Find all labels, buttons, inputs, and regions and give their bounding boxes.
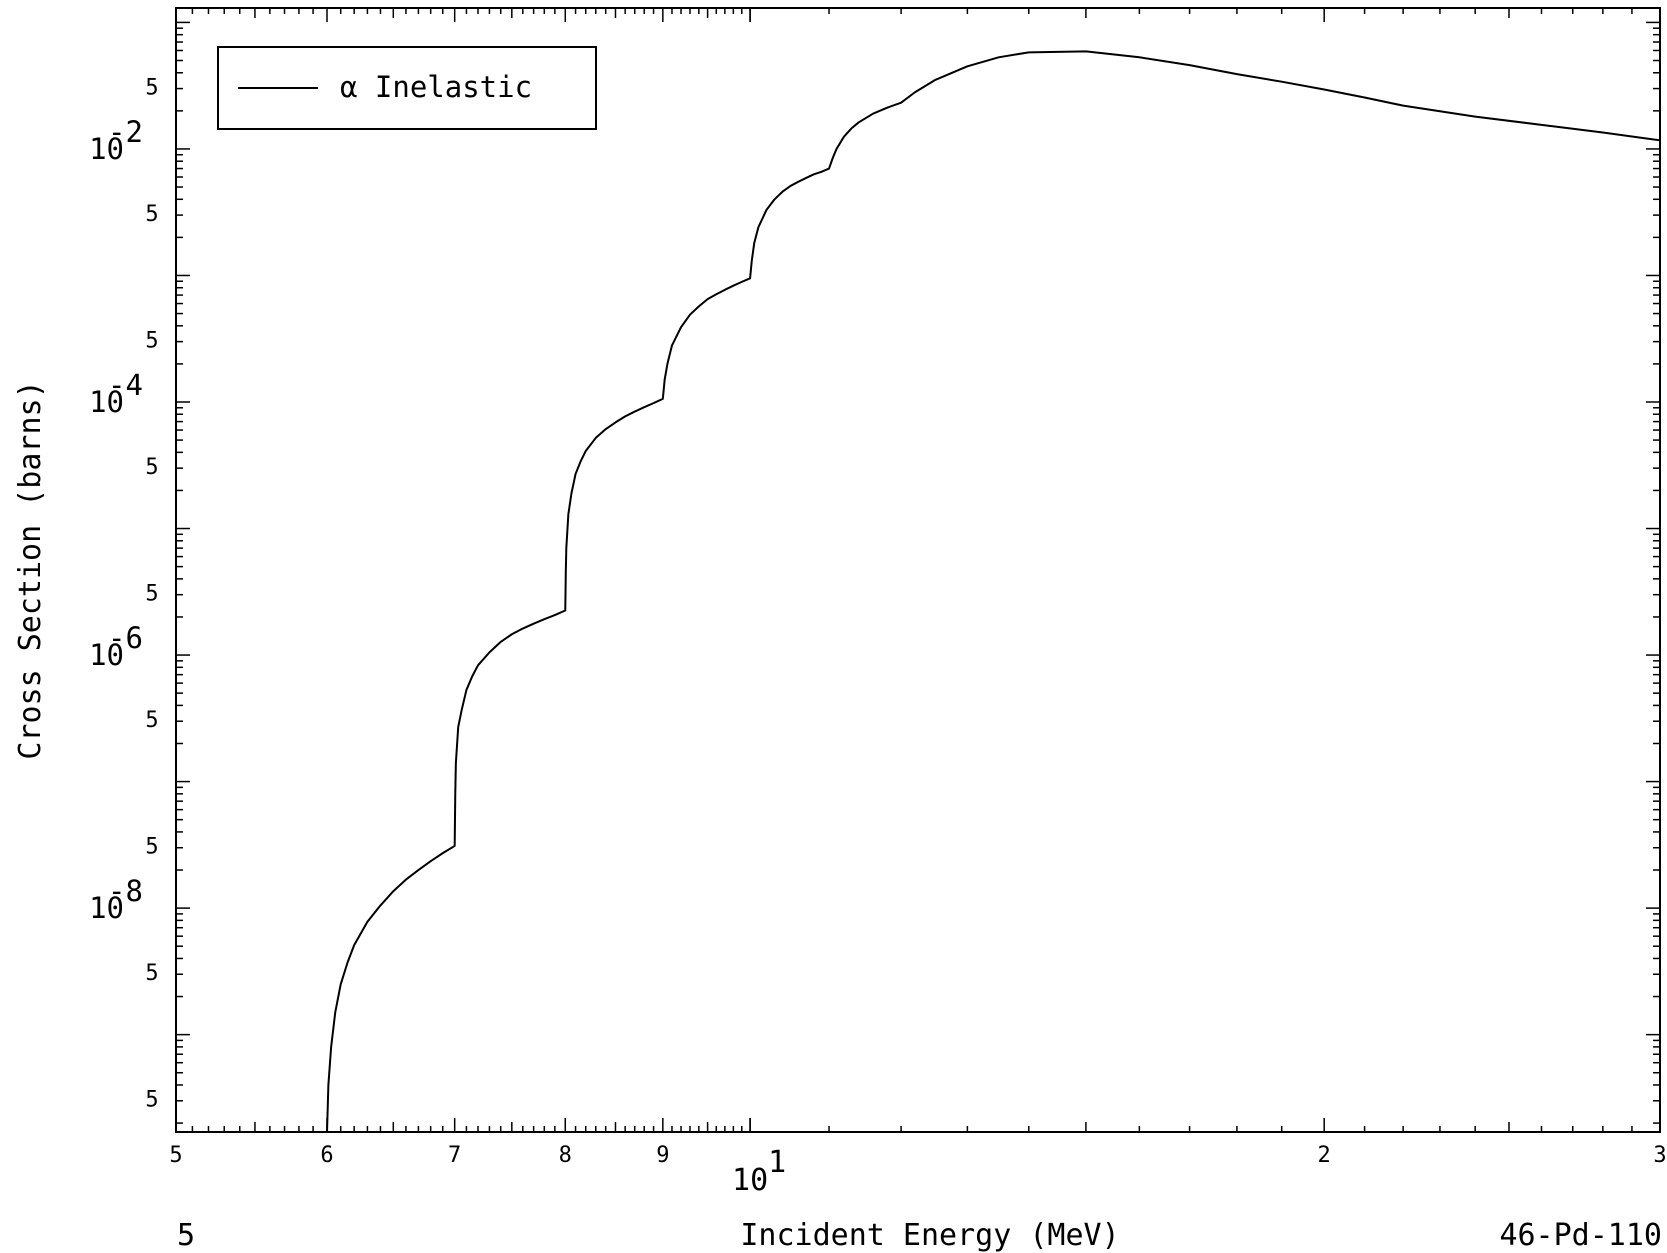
y-minor-label-1: 5 (145, 202, 158, 227)
x-major-label-0: 101 (732, 1145, 786, 1198)
x-minor-label-2: 7 (448, 1143, 461, 1168)
legend-label-0: α Inelastic (340, 70, 532, 104)
y-minor-label-7: 5 (145, 961, 158, 986)
y-minor-label-0: 5 (145, 76, 158, 101)
x-minor-label-5: 2 (1318, 1143, 1331, 1168)
y-axis-ticks (176, 21, 1660, 1124)
y-minor-label-6: 5 (145, 835, 158, 860)
corner-right-label: 46-Pd-110 (1499, 1218, 1662, 1253)
y-minor-label-3: 5 (145, 455, 158, 480)
y-minor-label-5: 5 (145, 708, 158, 733)
x-minor-label-6: 3 (1653, 1143, 1666, 1168)
plot-frame (175, 7, 1661, 1133)
x-major-label-base-0: 10 (732, 1163, 768, 1198)
y-major-label-base-1: 10 (89, 385, 124, 419)
y-minor-label-4: 5 (145, 582, 158, 607)
x-minor-label-3: 8 (559, 1143, 572, 1168)
y-major-label-exp-2: -6 (108, 621, 143, 655)
x-minor-label-4: 9 (656, 1143, 669, 1168)
y-major-label-base-2: 10 (89, 638, 124, 672)
x-axis-title: Incident Energy (MeV) (740, 1218, 1119, 1253)
x-axis-tick-labels: 5 6 7 8 9 2 3 101 (169, 1143, 1666, 1198)
series-layer (326, 50, 1661, 1133)
y-major-label-3: 10-8 (89, 874, 143, 925)
y-major-label-base-0: 10 (89, 132, 124, 166)
x-minor-label-1: 6 (320, 1143, 333, 1168)
y-major-label-base-3: 10 (89, 891, 124, 925)
corner-left-label: 5 (177, 1218, 195, 1253)
y-minor-label-8: 5 (145, 1088, 158, 1113)
y-major-label-0: 10-2 (89, 115, 143, 166)
y-major-label-2: 10-6 (89, 621, 143, 672)
y-major-label-1: 10-4 (89, 368, 143, 419)
y-major-label-exp-3: -8 (108, 874, 143, 908)
y-axis-title: Cross Section (barns) (13, 380, 48, 759)
y-major-label-exp-0: -2 (108, 115, 143, 149)
legend: α Inelastic (217, 46, 597, 130)
x-minor-label-0: 5 (169, 1143, 182, 1168)
y-major-label-exp-1: -4 (108, 368, 143, 402)
y-minor-label-2: 5 (145, 329, 158, 354)
x-axis-ticks (175, 8, 1661, 1132)
series-line-0 (326, 50, 1661, 1133)
x-major-label-exp-0: 1 (768, 1145, 786, 1180)
